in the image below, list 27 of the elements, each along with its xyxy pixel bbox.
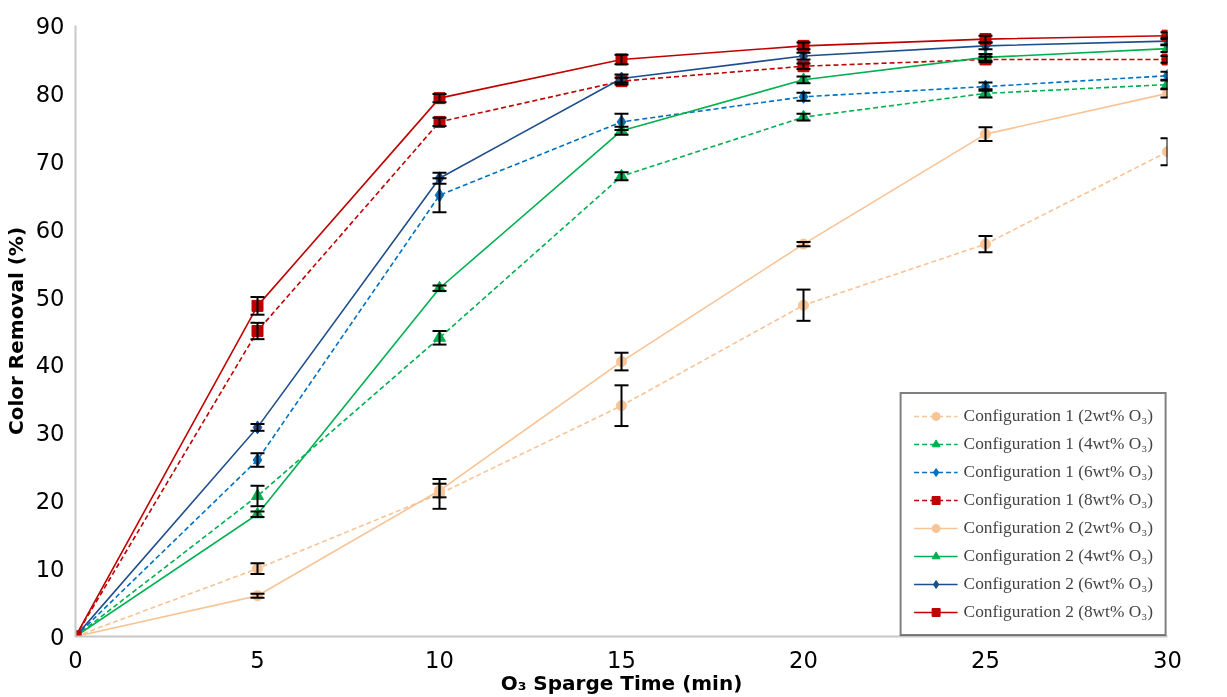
y-tick-label: 10	[35, 556, 65, 583]
legend-label: Configuration 1 (6wt% O₃)	[963, 462, 1153, 482]
y-tick-label: 0	[50, 624, 65, 650]
x-tick-label: 30	[1153, 646, 1182, 673]
legend-label: Configuration 1 (4wt% O₃)	[963, 434, 1153, 454]
x-tick-label: 0	[68, 646, 83, 673]
legend-label: Configuration 2 (4wt% O₃)	[963, 546, 1153, 566]
x-tick-label: 15	[607, 646, 636, 673]
y-axis-title: Color Removal (%)	[3, 226, 28, 436]
legend-label: Configuration 1 (8wt% O₃)	[963, 490, 1153, 510]
y-tick-label: 50	[35, 284, 65, 311]
x-tick-label: 10	[425, 646, 454, 673]
y-tick-label: 20	[35, 488, 65, 515]
legend-label: Configuration 2 (8wt% O₃)	[963, 602, 1153, 622]
y-tick-label: 70	[35, 148, 65, 175]
x-tick-label: 20	[789, 646, 818, 673]
y-tick-label: 30	[35, 420, 65, 447]
legend-label: Configuration 2 (2wt% O₃)	[963, 518, 1153, 538]
legend-label: Configuration 1 (2wt% O₃)	[963, 406, 1153, 426]
legend-label: Configuration 2 (6wt% O₃)	[963, 574, 1153, 594]
y-tick-label: 80	[35, 80, 65, 107]
x-tick-label: 25	[971, 646, 1000, 673]
y-tick-label: 60	[35, 216, 65, 243]
y-tick-label: 40	[35, 352, 65, 379]
x-axis-title: O₃ Sparge Time (min)	[500, 670, 743, 695]
y-tick-label: 90	[35, 13, 65, 39]
x-tick-label: 5	[250, 646, 265, 673]
